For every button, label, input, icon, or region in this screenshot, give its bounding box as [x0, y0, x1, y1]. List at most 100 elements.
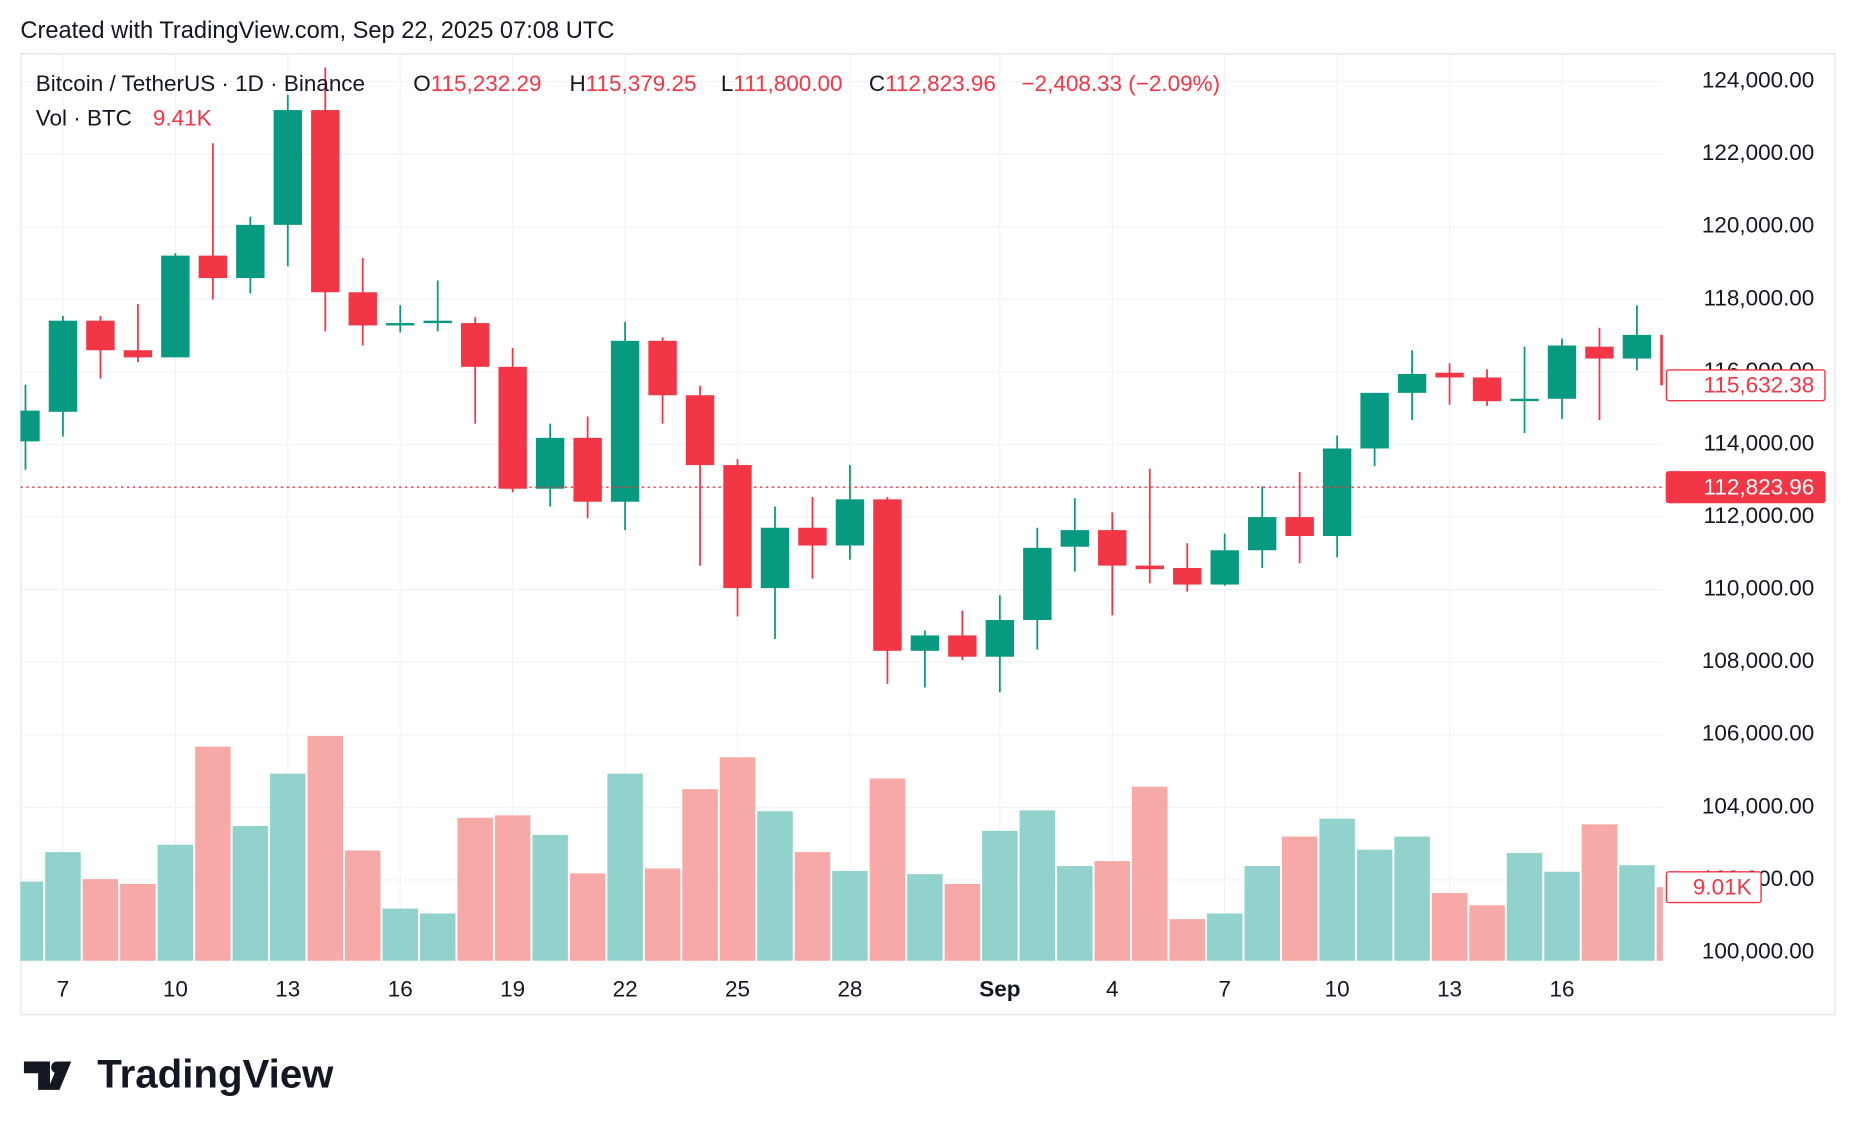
- volume-bar: [1019, 810, 1056, 961]
- legend-value: 115,379.25: [586, 71, 697, 96]
- candle-body: [1585, 346, 1614, 359]
- volume-bar: [1206, 913, 1243, 961]
- volume-bar: [1581, 824, 1618, 961]
- candle-body: [873, 499, 902, 651]
- candle-body: [723, 465, 752, 589]
- y-tick-label: 106,000.00: [1702, 721, 1814, 746]
- candle-body: [1435, 372, 1464, 378]
- candle-body: [1247, 517, 1277, 551]
- legend-value: 115,232.29: [431, 71, 542, 96]
- candle-body: [198, 255, 228, 279]
- volume-bar: [719, 757, 756, 961]
- plot-area: [20, 67, 1663, 961]
- volume-bar: [1169, 919, 1205, 961]
- volume-bar: [1394, 836, 1430, 961]
- x-tick-label: 16: [388, 976, 413, 1001]
- legend-line: Bitcoin / TetherUS · 1D · Binance O115,2…: [36, 71, 1220, 96]
- caption: Created with TradingView.com, Sep 22, 20…: [20, 18, 614, 44]
- legend-key: L: [721, 71, 733, 96]
- volume-bar: [794, 852, 831, 961]
- legend-change: −2,408.33 (−2.09%): [1021, 71, 1220, 96]
- candle-body: [1510, 398, 1539, 402]
- candle-body: [1023, 547, 1052, 621]
- volume-bar: [869, 778, 906, 961]
- price-marker-label: 115,632.38: [1704, 372, 1815, 397]
- volume-bar: [1244, 866, 1280, 961]
- chart-frame: [20, 53, 1836, 1016]
- candle-body: [386, 323, 415, 326]
- volume-bar: [1356, 849, 1393, 961]
- volume-bar: [195, 746, 231, 961]
- legend-key: C: [869, 71, 885, 96]
- volume-bar: [944, 884, 981, 961]
- candle-body: [798, 527, 827, 546]
- volume-bar: [907, 874, 943, 961]
- volume-bar: [45, 852, 81, 961]
- y-tick-label: 120,000.00: [1702, 213, 1814, 238]
- candle-body: [835, 499, 865, 546]
- candle-body: [948, 635, 977, 657]
- legend-value: 112,823.96: [885, 71, 996, 96]
- candle-body: [236, 224, 265, 279]
- volume-bar: [682, 789, 718, 961]
- candle-body: [498, 366, 527, 489]
- price-marker: [1665, 471, 1826, 504]
- legend-value: 111,800.00: [733, 71, 842, 96]
- volume-bar: [1094, 861, 1131, 961]
- candle-body: [460, 323, 490, 367]
- x-tick-label: 22: [613, 976, 638, 1001]
- volume-bar: [832, 870, 868, 961]
- volume-bar: [270, 773, 306, 961]
- y-tick-label: 118,000.00: [1704, 285, 1815, 310]
- candle-body: [1285, 517, 1314, 537]
- volume-marker: [1665, 871, 1762, 904]
- price-marker-label: 112,823.96: [1704, 474, 1815, 499]
- volume-bar: [232, 825, 269, 961]
- x-tick-label: 25: [725, 976, 750, 1001]
- volume-bar: [982, 830, 1018, 961]
- volume-bar: [1057, 866, 1093, 961]
- candle-body: [610, 340, 640, 502]
- volume-value: 9.41K: [153, 105, 212, 130]
- candle-body: [1173, 567, 1202, 585]
- y-tick-label: 114,000.00: [1704, 430, 1815, 455]
- volume-bar: [1281, 836, 1318, 961]
- x-tick-label: Sep: [979, 976, 1020, 1001]
- candle-body: [311, 110, 340, 293]
- symbol-name: Bitcoin / TetherUS · 1D · Binance: [36, 71, 365, 96]
- volume-bar: [120, 884, 156, 961]
- volume-bar: [1319, 818, 1355, 961]
- volume-bar: [644, 868, 681, 961]
- y-tick-label: 124,000.00: [1702, 68, 1814, 93]
- candle-body: [1322, 448, 1352, 537]
- legend-key: H: [569, 71, 585, 96]
- volume-bar: [569, 873, 606, 961]
- volume-bar: [345, 850, 381, 961]
- x-tick-label: 19: [500, 976, 525, 1001]
- volume-bar: [1544, 871, 1580, 961]
- volume-bar: [494, 815, 531, 961]
- candle-body: [20, 410, 40, 442]
- volume-bar: [1656, 887, 1663, 961]
- x-tick-label: 16: [1549, 976, 1574, 1001]
- y-tick-label: 112,000.00: [1704, 503, 1815, 528]
- x-tick-label: 28: [837, 976, 862, 1001]
- y-tick-label: 122,000.00: [1702, 140, 1814, 165]
- candle-body: [1098, 530, 1127, 566]
- volume-bar: [607, 773, 643, 961]
- legend-key: O: [413, 71, 430, 96]
- x-tick-label: 13: [1437, 976, 1462, 1001]
- volume-bar: [1469, 905, 1505, 961]
- volume-bar: [20, 881, 44, 961]
- candle-body: [1660, 334, 1663, 386]
- candle-body: [348, 292, 377, 326]
- y-tick-label: 100,000.00: [1702, 938, 1814, 963]
- candle-body: [985, 620, 1015, 657]
- volume-bar: [532, 834, 568, 961]
- volume-legend: Vol · BTC 9.41K: [36, 105, 212, 130]
- volume-bar: [307, 736, 344, 961]
- volume-bar: [757, 811, 793, 961]
- candle-body: [1397, 373, 1427, 393]
